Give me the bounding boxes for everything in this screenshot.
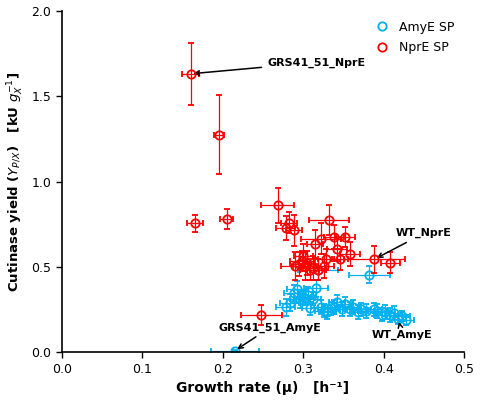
Legend: AmyE SP, NprE SP: AmyE SP, NprE SP — [365, 17, 458, 58]
Text: GRS41_51_NprE: GRS41_51_NprE — [195, 57, 365, 75]
Text: WT_NprE: WT_NprE — [378, 228, 452, 257]
X-axis label: Growth rate (μ)   [h⁻¹]: Growth rate (μ) [h⁻¹] — [177, 381, 349, 395]
Text: GRS41_51_AmyE: GRS41_51_AmyE — [219, 322, 322, 348]
Text: WT_AmyE: WT_AmyE — [372, 324, 432, 340]
Y-axis label: Cutinase yield ($Y_{P/X}$)   [kU $g_X^{-1}$]: Cutinase yield ($Y_{P/X}$) [kU $g_X^{-1}… — [6, 71, 25, 292]
